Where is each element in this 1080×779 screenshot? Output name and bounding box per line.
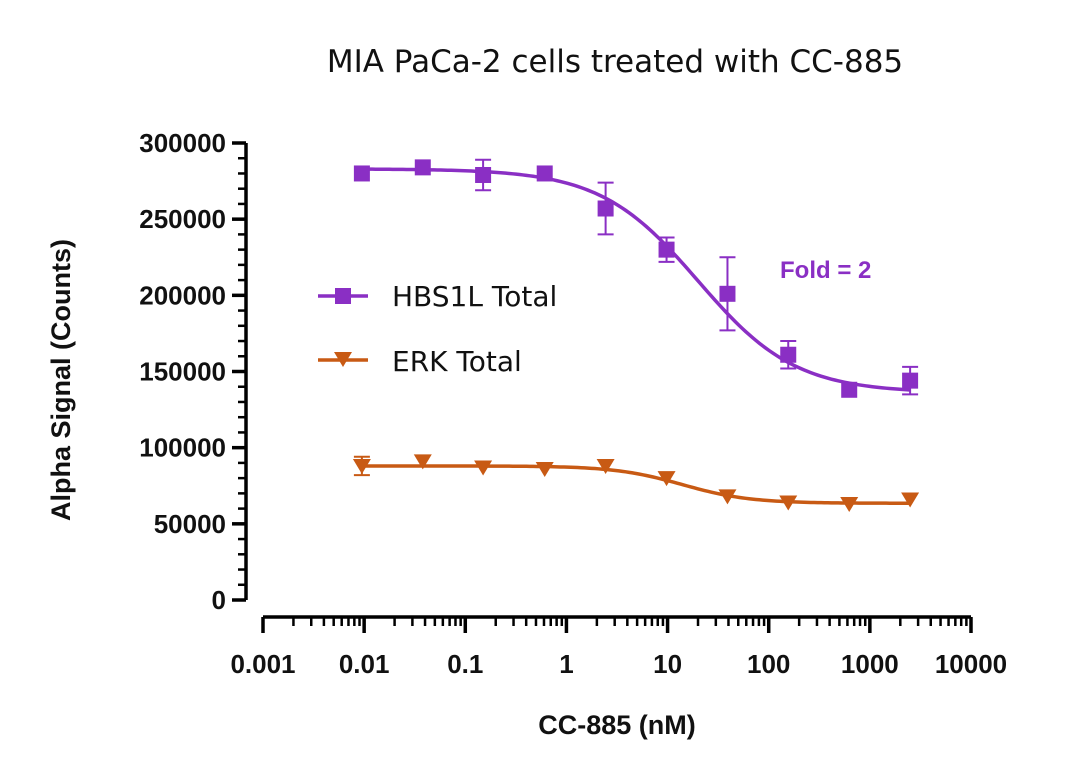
data-point: [780, 346, 797, 363]
data-point: [779, 495, 798, 511]
legend-label-hbs1l: HBS1L Total: [392, 280, 557, 313]
data-point: [536, 165, 553, 182]
x-tick-label: 10: [653, 649, 682, 679]
legend-square-marker-icon: [335, 288, 351, 304]
y-tick-label: 0: [212, 585, 226, 615]
legend: HBS1L Total ERK Total: [318, 280, 557, 378]
y-tick-label: 300000: [139, 128, 226, 158]
x-tick-label: 100: [747, 649, 790, 679]
data-point: [840, 497, 859, 513]
fold-annotation: Fold = 2: [780, 257, 871, 284]
data-point: [841, 381, 858, 398]
y-tick-label: 250000: [139, 204, 226, 234]
plot-series: [352, 158, 920, 513]
x-tick-label: 10000: [935, 649, 1007, 679]
x-tick-label: 1: [559, 649, 573, 679]
data-point: [474, 460, 493, 476]
data-point: [901, 492, 920, 508]
data-point: [352, 458, 371, 474]
x-axis-title: CC-885 (nM): [538, 710, 696, 740]
data-point: [596, 458, 615, 474]
data-point: [475, 166, 492, 183]
data-point: [657, 471, 676, 487]
y-tick-label: 200000: [139, 280, 226, 310]
fit-curve: [361, 464, 911, 505]
x-tick-label: 0.01: [339, 649, 390, 679]
fit-curve: [361, 167, 911, 392]
chart-title: MIA PaCa-2 cells treated with CC-885: [327, 44, 903, 80]
y-axis-title: Alpha Signal (Counts): [46, 239, 76, 521]
data-point: [718, 489, 737, 505]
legend-item-erk: ERK Total: [318, 345, 522, 378]
legend-triangle-marker-icon: [334, 352, 352, 367]
y-tick-label: 150000: [139, 357, 226, 387]
data-point: [902, 372, 919, 389]
data-point: [597, 200, 614, 217]
series-0: [353, 158, 919, 398]
x-axis: 0.001 0.01 0.1 1 10 100 1000 10000: [230, 615, 1007, 679]
data-point: [719, 285, 736, 302]
data-point: [658, 241, 675, 258]
x-tick-label: 0.001: [230, 649, 295, 679]
data-point: [353, 165, 370, 182]
series-1: [352, 454, 920, 513]
y-tick-label: 50000: [154, 509, 226, 539]
data-point: [413, 454, 432, 470]
x-tick-label: 1000: [841, 649, 899, 679]
y-tick-label: 100000: [139, 433, 226, 463]
legend-label-erk: ERK Total: [392, 345, 522, 378]
data-point: [414, 159, 431, 176]
data-point: [535, 461, 554, 477]
x-tick-label: 0.1: [447, 649, 483, 679]
legend-item-hbs1l: HBS1L Total: [318, 280, 557, 313]
y-axis: 0 50000 100000 150000 200000 250000 300000: [139, 128, 248, 615]
